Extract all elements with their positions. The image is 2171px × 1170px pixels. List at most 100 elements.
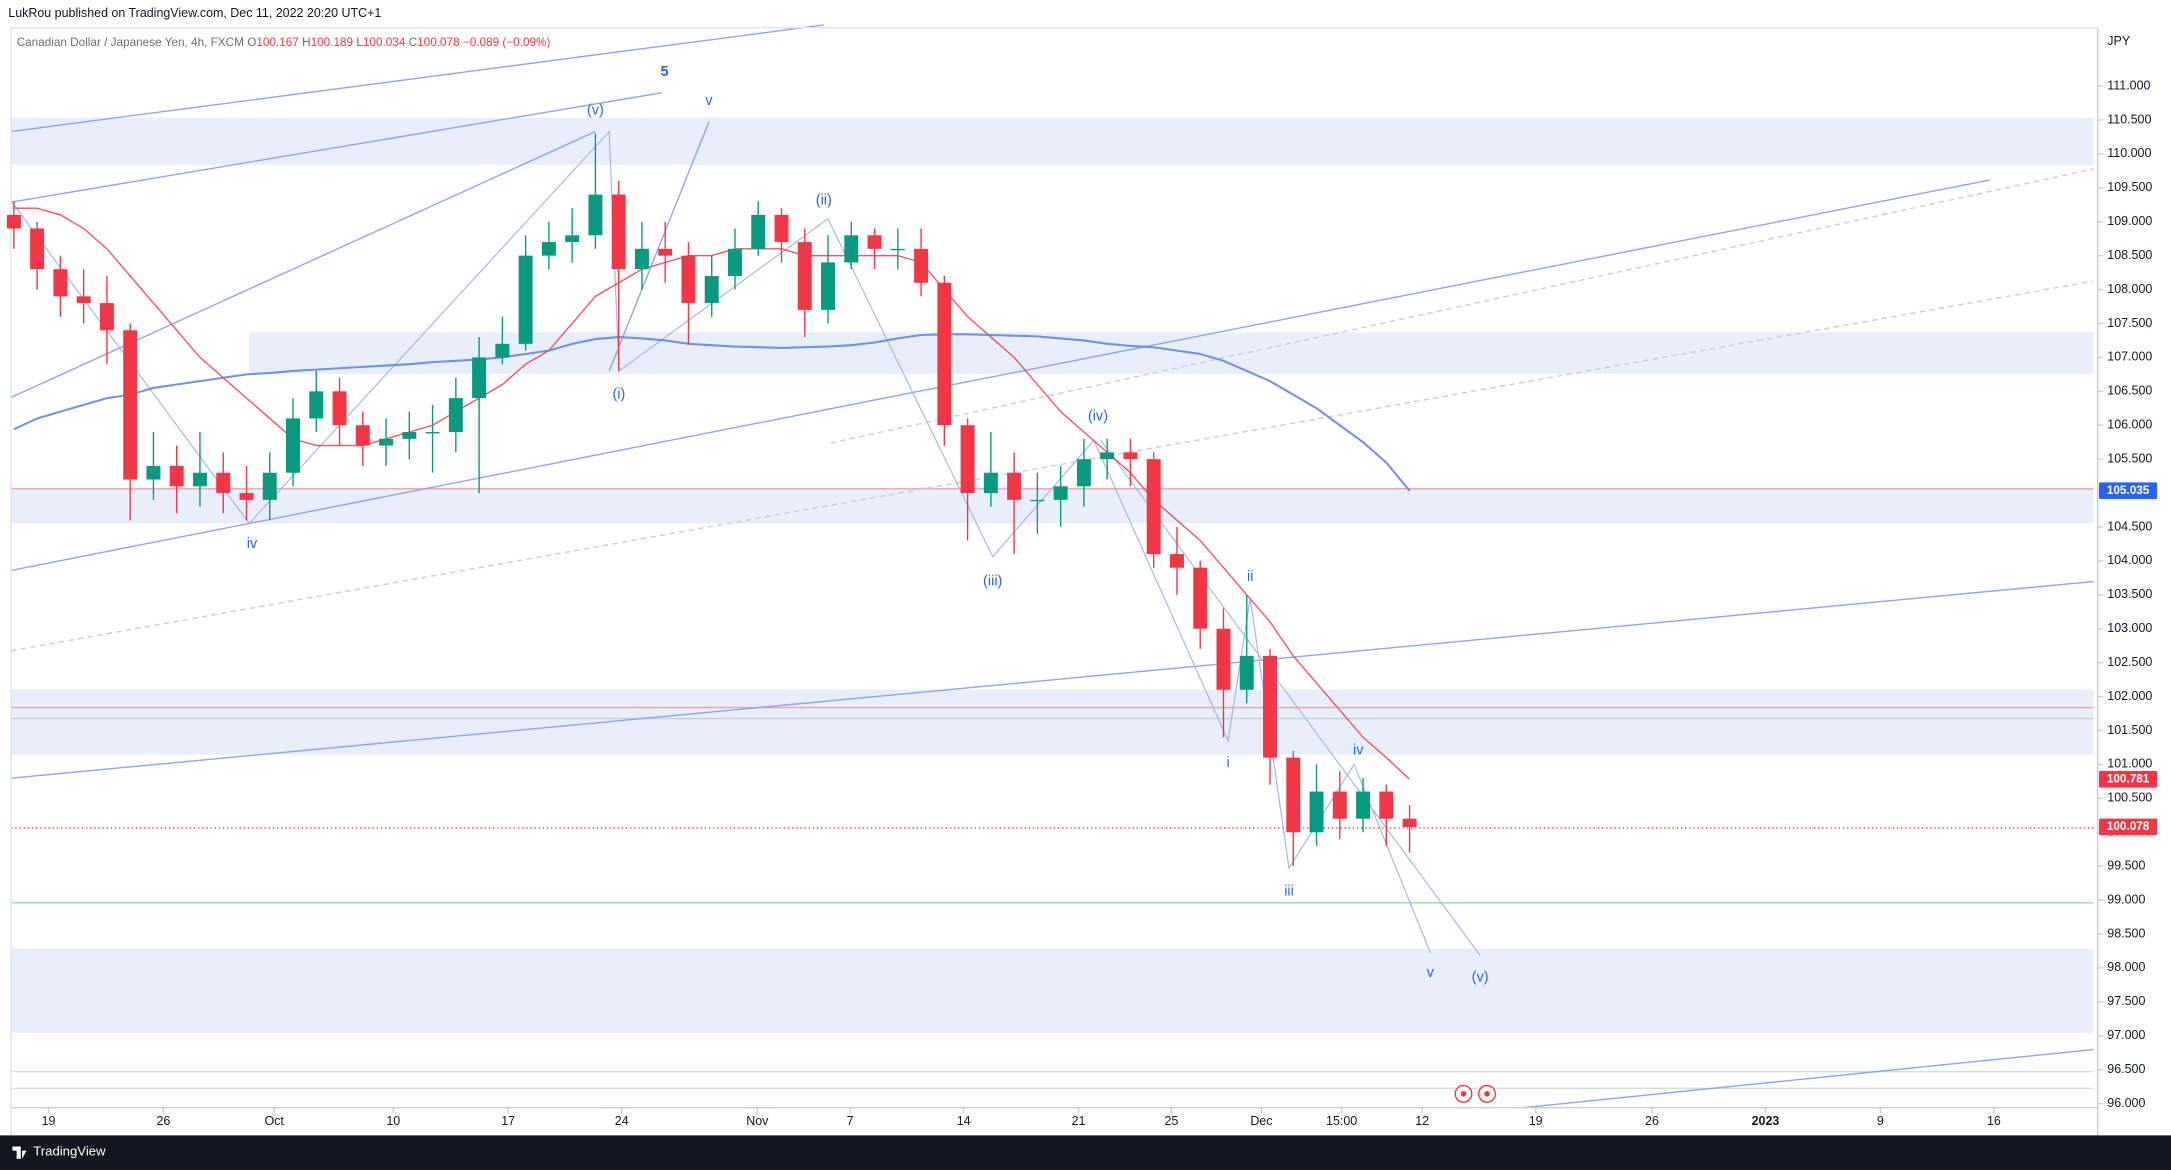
candle-body xyxy=(1216,628,1231,690)
legend-value: 100.078 xyxy=(417,36,460,49)
trend-line xyxy=(10,92,662,203)
candle-body xyxy=(681,255,696,304)
wave-path xyxy=(10,130,1431,953)
price-tag-label: 100.781 xyxy=(2107,772,2150,785)
x-tick-label: 9 xyxy=(1877,1114,1884,1128)
y-tick-label: 107.000 xyxy=(2107,350,2152,364)
x-tick-label: 19 xyxy=(1529,1114,1543,1128)
wave-label: (iii) xyxy=(983,573,1002,589)
candle-body xyxy=(1053,486,1068,500)
y-tick-label: 108.500 xyxy=(2107,248,2152,262)
zone xyxy=(11,487,2094,524)
candle-body xyxy=(99,303,114,331)
x-tick-label: 10 xyxy=(386,1114,400,1128)
trend-line xyxy=(608,121,710,372)
wave-label: iv xyxy=(1353,742,1364,758)
logo xyxy=(12,1146,27,1159)
candle-body xyxy=(332,391,347,426)
legend-symbol: Canadian Dollar / Japanese Yen, 4h, FXCM xyxy=(17,36,244,49)
x-tick-label: 15:00 xyxy=(1326,1114,1357,1128)
candle-body xyxy=(1123,452,1138,460)
y-tick-label: 102.000 xyxy=(2107,689,2152,703)
y-tick-label: 99.500 xyxy=(2107,858,2145,872)
y-tick-label: 104.000 xyxy=(2107,553,2152,567)
candle-body xyxy=(658,248,673,256)
candle-body xyxy=(239,493,254,500)
candle-body xyxy=(1193,567,1208,629)
candle-body xyxy=(565,235,580,243)
candle-body xyxy=(867,235,882,249)
candle-body xyxy=(146,465,161,480)
dashed-line xyxy=(10,280,2094,652)
x-tick-label: 7 xyxy=(847,1114,854,1128)
x-tick-label: 14 xyxy=(957,1114,971,1128)
y-tick-label: 96.500 xyxy=(2107,1062,2145,1076)
candle-body xyxy=(1100,452,1115,460)
zone xyxy=(249,332,2094,374)
candle-body xyxy=(53,269,68,297)
y-tick-label: 109.000 xyxy=(2107,214,2152,228)
candle-body xyxy=(1007,472,1022,500)
candle-body xyxy=(937,282,952,426)
candle-body xyxy=(1263,655,1277,758)
y-tick-label: 110.500 xyxy=(2107,112,2151,126)
dashed-line xyxy=(830,168,2094,444)
candle-body xyxy=(890,248,905,251)
legend-value: 100.167 xyxy=(256,36,298,49)
y-tick-label: 103.000 xyxy=(2107,621,2152,635)
trend-line xyxy=(10,179,1990,572)
y-tick-label: 108.000 xyxy=(2107,282,2152,296)
candle-body xyxy=(402,432,417,439)
legend: Canadian Dollar / Japanese Yen, 4h, FXCM… xyxy=(17,36,551,49)
y-tick-label: 101.500 xyxy=(2107,723,2152,737)
candle-body xyxy=(1286,757,1301,833)
candle-body xyxy=(30,228,45,270)
zone xyxy=(11,117,2094,165)
price-tag-label: 100.078 xyxy=(2107,820,2150,833)
candle-body xyxy=(1379,791,1394,819)
candle-body xyxy=(797,242,812,310)
candle-body xyxy=(1332,791,1347,819)
x-tick-label: 16 xyxy=(1987,1114,2001,1128)
candle-body xyxy=(914,248,929,283)
y-tick-label: 100.500 xyxy=(2107,791,2152,805)
x-tick-label: 12 xyxy=(1415,1114,1429,1128)
y-tick-label: 111.000 xyxy=(2107,78,2150,92)
event-icon-dot xyxy=(1484,1091,1490,1097)
header-title: LukRou published on TradingView.com, Dec… xyxy=(8,6,381,20)
candle-body xyxy=(123,330,138,480)
price-tag xyxy=(2099,818,2158,836)
candle-body xyxy=(192,472,207,487)
wave-label: v xyxy=(705,93,713,109)
y-tick-label: 109.500 xyxy=(2107,180,2152,194)
candle-body xyxy=(76,296,91,304)
price-tag-label: 105.035 xyxy=(2107,484,2150,497)
price-tag xyxy=(2099,770,2158,788)
currency-label: JPY xyxy=(2107,34,2131,48)
wave-label: v xyxy=(1427,965,1435,981)
y-tick-label: 98.500 xyxy=(2107,926,2145,940)
candle-body xyxy=(960,425,975,494)
x-tick-label: 21 xyxy=(1072,1114,1086,1128)
candle-body xyxy=(379,438,394,446)
zone xyxy=(11,689,2094,755)
legend-change: −0.089 (−0.09%) xyxy=(463,36,551,49)
x-tick-label: 25 xyxy=(1164,1114,1178,1128)
x-tick-label: 2023 xyxy=(1752,1114,1780,1128)
y-tick-label: 106.500 xyxy=(2107,384,2152,398)
x-tick-label: Nov xyxy=(746,1114,769,1128)
y-tick-label: 105.500 xyxy=(2107,451,2152,465)
moving-average xyxy=(13,333,1411,492)
x-tick-label: Dec xyxy=(1250,1114,1272,1128)
wave-label: i xyxy=(1226,755,1229,771)
candle-body xyxy=(844,235,859,263)
y-tick-label: 96.000 xyxy=(2107,1096,2145,1110)
x-tick-label: 24 xyxy=(615,1114,629,1128)
wave-label: iv xyxy=(247,536,258,552)
y-tick-label: 104.500 xyxy=(2107,519,2152,533)
wave-label: (v) xyxy=(1472,969,1489,985)
candle-body xyxy=(1402,818,1417,827)
footer-brand: TradingView xyxy=(33,1143,106,1158)
y-tick-label: 103.500 xyxy=(2107,587,2152,601)
